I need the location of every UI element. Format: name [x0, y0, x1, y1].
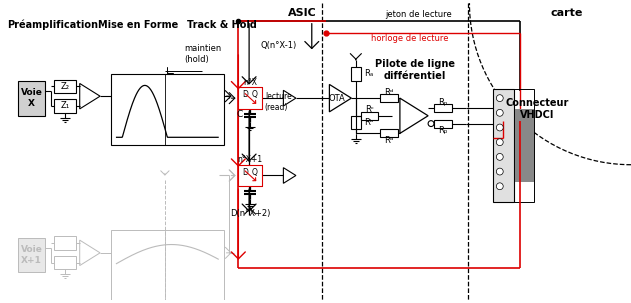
Bar: [239, 165, 262, 186]
Text: maintien
(hold): maintien (hold): [184, 45, 221, 64]
Bar: [54, 236, 76, 250]
Text: carte: carte: [550, 8, 582, 18]
Bar: [54, 79, 76, 93]
Text: Rᵈ: Rᵈ: [384, 88, 394, 97]
Text: Z₂: Z₂: [61, 82, 69, 91]
Text: D(n°X+2): D(n°X+2): [230, 209, 270, 218]
Text: Rₐ: Rₐ: [363, 69, 373, 78]
Circle shape: [497, 109, 503, 116]
Bar: [493, 89, 514, 202]
Circle shape: [497, 95, 503, 102]
Circle shape: [497, 139, 503, 146]
Text: Voie
X+1: Voie X+1: [21, 245, 43, 265]
Text: Rᶜ: Rᶜ: [365, 105, 374, 115]
Circle shape: [497, 183, 503, 190]
Bar: [351, 116, 361, 129]
Bar: [54, 99, 76, 113]
Text: Rᵇ: Rᵇ: [363, 118, 373, 127]
Text: Track & Hold: Track & Hold: [187, 20, 257, 30]
Text: OTA: OTA: [329, 94, 346, 103]
Text: Q(n°X-1): Q(n°X-1): [261, 41, 297, 50]
Text: Q: Q: [252, 90, 257, 99]
Bar: [111, 230, 223, 302]
Bar: [239, 87, 262, 109]
Text: n°X+1: n°X+1: [237, 155, 262, 164]
Text: lecture
(read): lecture (read): [265, 92, 292, 112]
Bar: [380, 94, 398, 102]
Bar: [380, 129, 398, 137]
Text: Mise en Forme: Mise en Forme: [98, 20, 179, 30]
Polygon shape: [400, 98, 428, 133]
Circle shape: [497, 153, 503, 160]
Bar: [239, 87, 262, 109]
Bar: [434, 120, 452, 128]
Text: Préamplification: Préamplification: [7, 19, 98, 30]
Bar: [239, 165, 262, 186]
Text: Rₚ: Rₚ: [438, 98, 447, 107]
Text: ASIC: ASIC: [288, 8, 316, 18]
Polygon shape: [283, 90, 296, 106]
Text: Voie
X: Voie X: [21, 88, 43, 108]
Bar: [514, 109, 534, 182]
Bar: [54, 256, 76, 269]
Polygon shape: [80, 83, 100, 109]
Text: Z₁: Z₁: [61, 102, 69, 111]
Text: n°X: n°X: [243, 78, 257, 87]
Polygon shape: [80, 240, 100, 265]
Text: Rᵈ: Rᵈ: [384, 136, 394, 145]
Text: D: D: [242, 168, 249, 177]
Bar: [514, 89, 534, 202]
Bar: [351, 67, 361, 81]
Text: horloge de lecture: horloge de lecture: [371, 34, 449, 43]
Text: jeton de lecture: jeton de lecture: [385, 10, 452, 19]
Bar: [18, 238, 45, 272]
Text: C: C: [236, 110, 242, 119]
Polygon shape: [329, 85, 351, 112]
Bar: [434, 104, 452, 112]
Bar: [361, 112, 379, 120]
Text: Q: Q: [252, 168, 257, 177]
Circle shape: [497, 168, 503, 175]
Bar: [111, 74, 223, 145]
Polygon shape: [283, 168, 296, 183]
Text: Pilote de ligne
différentiel: Pilote de ligne différentiel: [375, 59, 454, 81]
Circle shape: [497, 124, 503, 131]
Text: Rₚ: Rₚ: [438, 126, 447, 135]
Text: D: D: [242, 90, 249, 99]
Text: Connecteur
VHDCI: Connecteur VHDCI: [505, 98, 569, 120]
Bar: [18, 82, 45, 116]
